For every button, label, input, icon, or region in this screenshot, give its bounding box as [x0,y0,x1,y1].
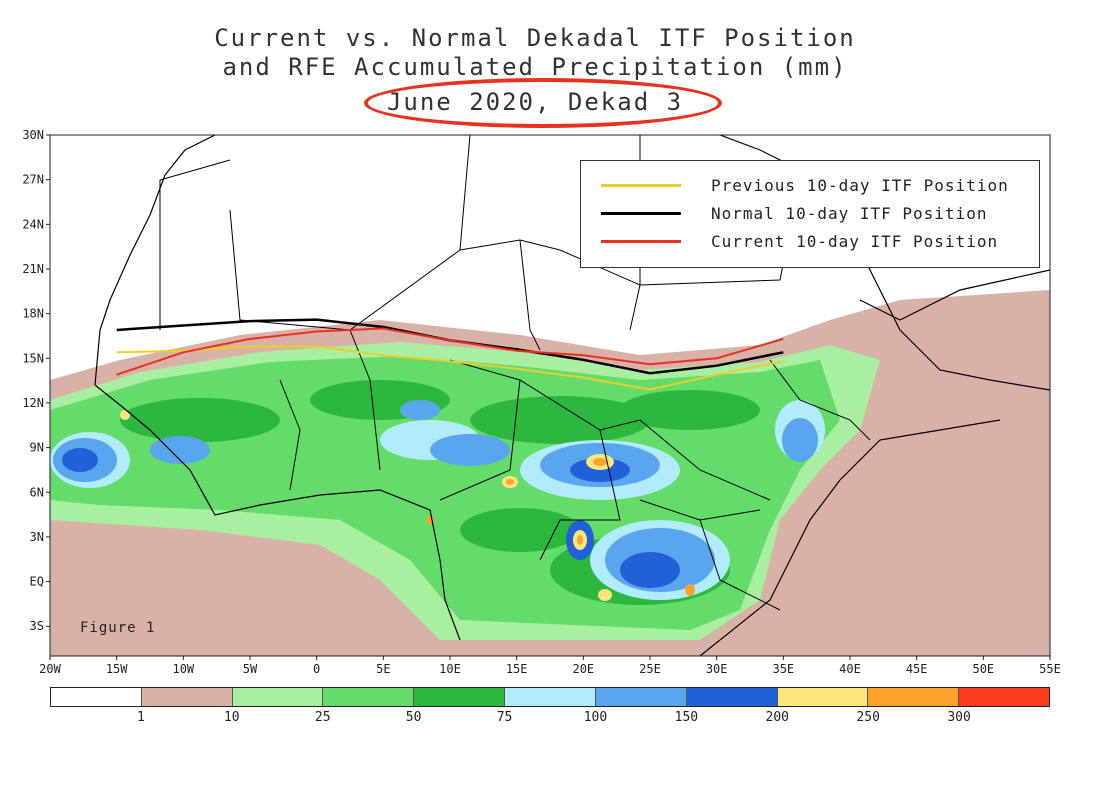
lon-label: 30E [706,662,728,676]
itf-lines [116,318,784,391]
lon-label: 5E [376,662,390,676]
legend-label-previous: Previous 10-day ITF Position [711,175,1009,195]
colorbar-label: 250 [856,710,880,725]
lon-label: 40E [839,662,861,676]
lat-label: 15N [22,351,44,365]
colorbar-bin [232,688,324,706]
colorbar-bin [414,688,506,706]
colorbar-bin [777,688,869,706]
current-itf-line [116,327,784,376]
map-title-line-2: and RFE Accumulated Precipitation (mm) [222,53,848,81]
previous-itf-line [116,345,784,391]
colorbar-bin [51,688,142,706]
legend-item-previous: Previous 10-day ITF Position [601,173,1009,197]
lon-label: 15E [506,662,528,676]
colorbar-bin [595,688,687,706]
lon-label: 25E [639,662,661,676]
colorbar-bin [141,688,233,706]
colorbar-bin [686,688,778,706]
lat-label: EQ [30,575,44,589]
lat-label: 9N [30,441,44,455]
colorbar-label: 75 [496,710,513,725]
map-frame [49,134,1051,657]
colorbar-bin [505,688,596,706]
date-highlight-oval [364,78,722,128]
lat-label: 21N [22,262,44,276]
colorbar-label: 150 [674,710,699,725]
colorbar-label: 200 [765,710,790,725]
legend-swatch-previous [601,183,681,187]
lon-label: 55E [1039,662,1061,676]
map-title-line-1: Current vs. Normal Dekadal ITF Position [214,24,856,52]
lat-label: 27N [22,173,44,187]
legend-label-normal: Normal 10-day ITF Position [711,203,988,223]
colorbar-bin [323,688,415,706]
legend-swatch-normal [601,211,681,215]
precipitation-colorbar [50,687,1050,707]
legend-item-normal: Normal 10-day ITF Position [601,201,987,225]
colorbar-label: 300 [947,710,971,725]
legend-swatch-current [601,239,681,243]
lon-label: 15W [106,662,128,676]
colorbar-label: 100 [583,710,608,725]
figure-label: Figure 1 [80,620,156,636]
colorbar-label: 25 [314,710,331,725]
lon-label: 20W [39,662,61,676]
colorbar-label: 10 [223,710,240,725]
legend-item-current: Current 10-day ITF Position [601,229,998,253]
lon-label: 10W [172,662,194,676]
lat-label: 24N [22,217,44,231]
colorbar-label: 1 [136,710,145,725]
lon-label: 45E [906,662,928,676]
lat-label: 30N [22,128,44,142]
lon-label: 35E [772,662,794,676]
lon-label: 0 [313,662,320,676]
colorbar-bin [868,688,960,706]
lat-label: 6N [30,485,44,499]
lon-label: 50E [972,662,994,676]
colorbar-bin [959,688,1049,706]
lon-label: 20E [572,662,594,676]
lat-label: 18N [22,307,44,321]
colorbar-label: 50 [405,710,422,725]
lon-label: 5W [243,662,258,676]
lat-label: 3N [30,530,44,544]
lon-label: 10E [439,662,461,676]
legend-label-current: Current 10-day ITF Position [711,231,999,251]
lat-label: 3S [30,619,44,633]
itf-legend: Previous 10-day ITF Position Normal 10-d… [580,160,1040,268]
lat-label: 12N [22,396,44,410]
